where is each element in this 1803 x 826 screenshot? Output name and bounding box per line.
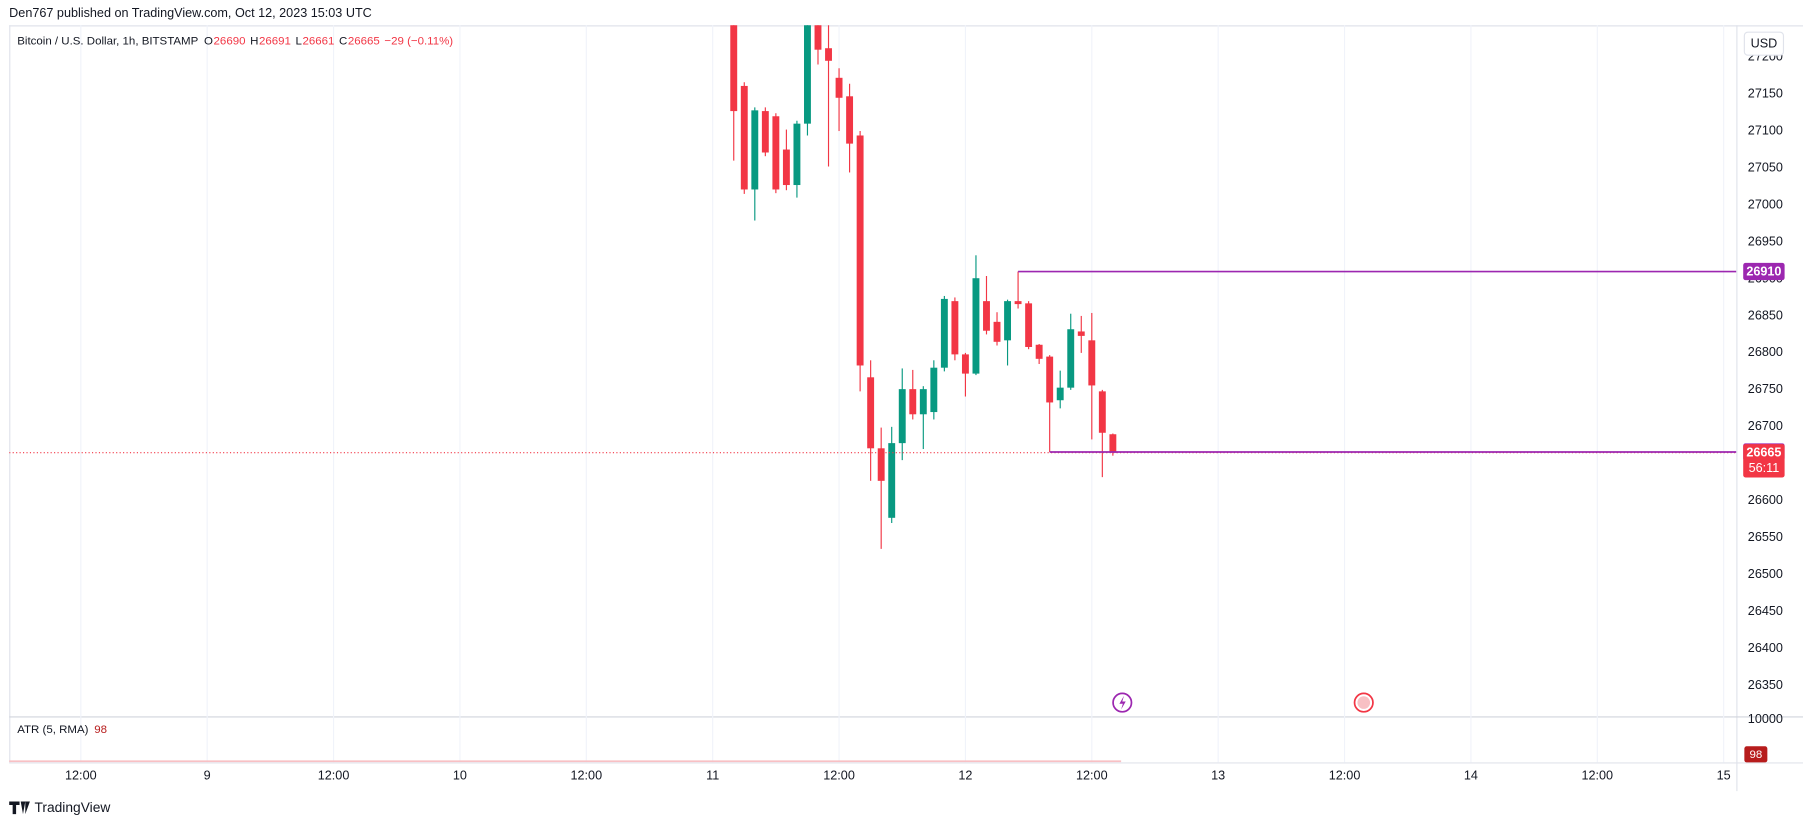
x-tick-label: 9 bbox=[204, 769, 211, 783]
x-tick-label: 12:00 bbox=[318, 769, 350, 783]
y-tick-label: 26500 bbox=[1748, 567, 1783, 581]
level-label-box bbox=[1743, 262, 1785, 281]
y-tick-label: 26750 bbox=[1748, 382, 1783, 396]
candle-body bbox=[751, 110, 759, 190]
candle-body bbox=[1088, 340, 1096, 386]
y-tick-label: 26550 bbox=[1748, 530, 1783, 544]
brand: TradingView bbox=[34, 800, 110, 815]
x-tick-label: 14 bbox=[1464, 769, 1478, 783]
candle-body bbox=[972, 278, 980, 374]
currency-button[interactable] bbox=[1743, 31, 1785, 56]
x-tick-label: 12:00 bbox=[1076, 769, 1108, 783]
legend-key: O bbox=[204, 35, 213, 47]
candle-body bbox=[856, 135, 864, 366]
candle-body bbox=[930, 367, 938, 413]
candle-body bbox=[993, 321, 1001, 342]
candle-body bbox=[1067, 329, 1075, 388]
x-tick-label: 12:00 bbox=[823, 769, 855, 783]
x-tick-label: 12:00 bbox=[571, 769, 603, 783]
countdown: 56:11 bbox=[1749, 461, 1780, 475]
x-tick-label: 12 bbox=[958, 769, 972, 783]
candle-body bbox=[919, 389, 927, 415]
lightning-icon bbox=[1119, 695, 1126, 710]
legend-key: L bbox=[295, 35, 301, 47]
legend-value: 26661 bbox=[302, 35, 334, 47]
indicator-value-box bbox=[1744, 746, 1768, 763]
candle-body bbox=[782, 149, 790, 186]
symbol-title: Bitcoin / U.S. Dollar, 1h, BITSTAMP bbox=[17, 35, 198, 47]
y-tick-label: 26450 bbox=[1748, 604, 1783, 618]
legend-value: 26690 bbox=[214, 35, 246, 47]
x-tick-label: 13 bbox=[1211, 769, 1225, 783]
candle-body bbox=[814, 25, 822, 50]
legend-value: 26665 bbox=[348, 35, 380, 47]
candle-body bbox=[825, 48, 832, 61]
candle-body bbox=[961, 354, 969, 374]
indicator-axis-label: 10000 bbox=[1748, 712, 1783, 726]
y-tick-label: 26600 bbox=[1748, 493, 1783, 507]
level-label: 26910 bbox=[1746, 264, 1781, 278]
published-note: Den767 published on TradingView.com, Oct… bbox=[9, 6, 372, 20]
candle-body bbox=[898, 389, 906, 444]
candle-body bbox=[867, 377, 875, 449]
legend-change: −29 (−0.11%) bbox=[384, 35, 453, 47]
y-tick-label: 27050 bbox=[1748, 160, 1783, 174]
legend-value: 26691 bbox=[259, 35, 291, 47]
currency[interactable]: USD bbox=[1751, 37, 1778, 51]
x-tick-label: 15 bbox=[1717, 769, 1731, 783]
x-tick-label: 11 bbox=[706, 769, 719, 783]
indicator-axis-value: 98 bbox=[1749, 749, 1762, 761]
last-price-label: 26665 bbox=[1746, 446, 1781, 460]
candle-body bbox=[793, 123, 801, 186]
y-tick-label: 26700 bbox=[1748, 419, 1783, 433]
candle-body bbox=[1098, 391, 1106, 433]
y-tick-label: 27150 bbox=[1748, 86, 1783, 100]
candle-body bbox=[740, 85, 748, 190]
candle-body bbox=[772, 116, 780, 190]
candle-body bbox=[1025, 303, 1033, 347]
candle-body bbox=[940, 298, 948, 368]
y-tick-label: 26850 bbox=[1748, 308, 1783, 322]
y-tick-label: 27100 bbox=[1748, 123, 1783, 137]
indicator-value: 98 bbox=[94, 724, 107, 736]
candle-body bbox=[877, 448, 885, 481]
y-tick-label: 26800 bbox=[1748, 345, 1783, 359]
x-tick-label: 10 bbox=[453, 769, 467, 783]
candle-body bbox=[1035, 344, 1043, 359]
indicator-name: ATR (5, RMA) bbox=[17, 724, 88, 736]
candle-body bbox=[846, 96, 854, 144]
candle-body bbox=[1004, 301, 1012, 341]
candle-body bbox=[1077, 331, 1085, 336]
candle-body bbox=[761, 111, 769, 153]
candle-body bbox=[1046, 356, 1054, 403]
candle-body bbox=[951, 301, 959, 355]
x-tick-label: 12:00 bbox=[1329, 769, 1361, 783]
candle-body bbox=[1056, 387, 1064, 401]
flag-icon bbox=[1357, 696, 1371, 709]
candle-body bbox=[1014, 301, 1022, 305]
y-tick-label: 26350 bbox=[1748, 678, 1783, 692]
x-tick-label: 12:00 bbox=[1581, 769, 1613, 783]
last-price-box bbox=[1743, 444, 1785, 478]
x-tick-label: 12:00 bbox=[65, 769, 97, 783]
legend-key: H bbox=[250, 35, 258, 47]
candle-body bbox=[983, 301, 990, 331]
y-tick-label: 27000 bbox=[1748, 197, 1783, 211]
candle-body bbox=[1109, 434, 1117, 453]
candle-body bbox=[835, 77, 843, 98]
candle-body bbox=[804, 25, 811, 124]
brand-logo bbox=[9, 801, 30, 815]
y-tick-label: 26400 bbox=[1748, 641, 1783, 655]
candle-body bbox=[909, 389, 917, 415]
candle-body bbox=[888, 443, 896, 518]
legend-key: C bbox=[339, 35, 347, 47]
y-tick-label: 26950 bbox=[1748, 234, 1783, 248]
candle-body bbox=[730, 25, 738, 112]
